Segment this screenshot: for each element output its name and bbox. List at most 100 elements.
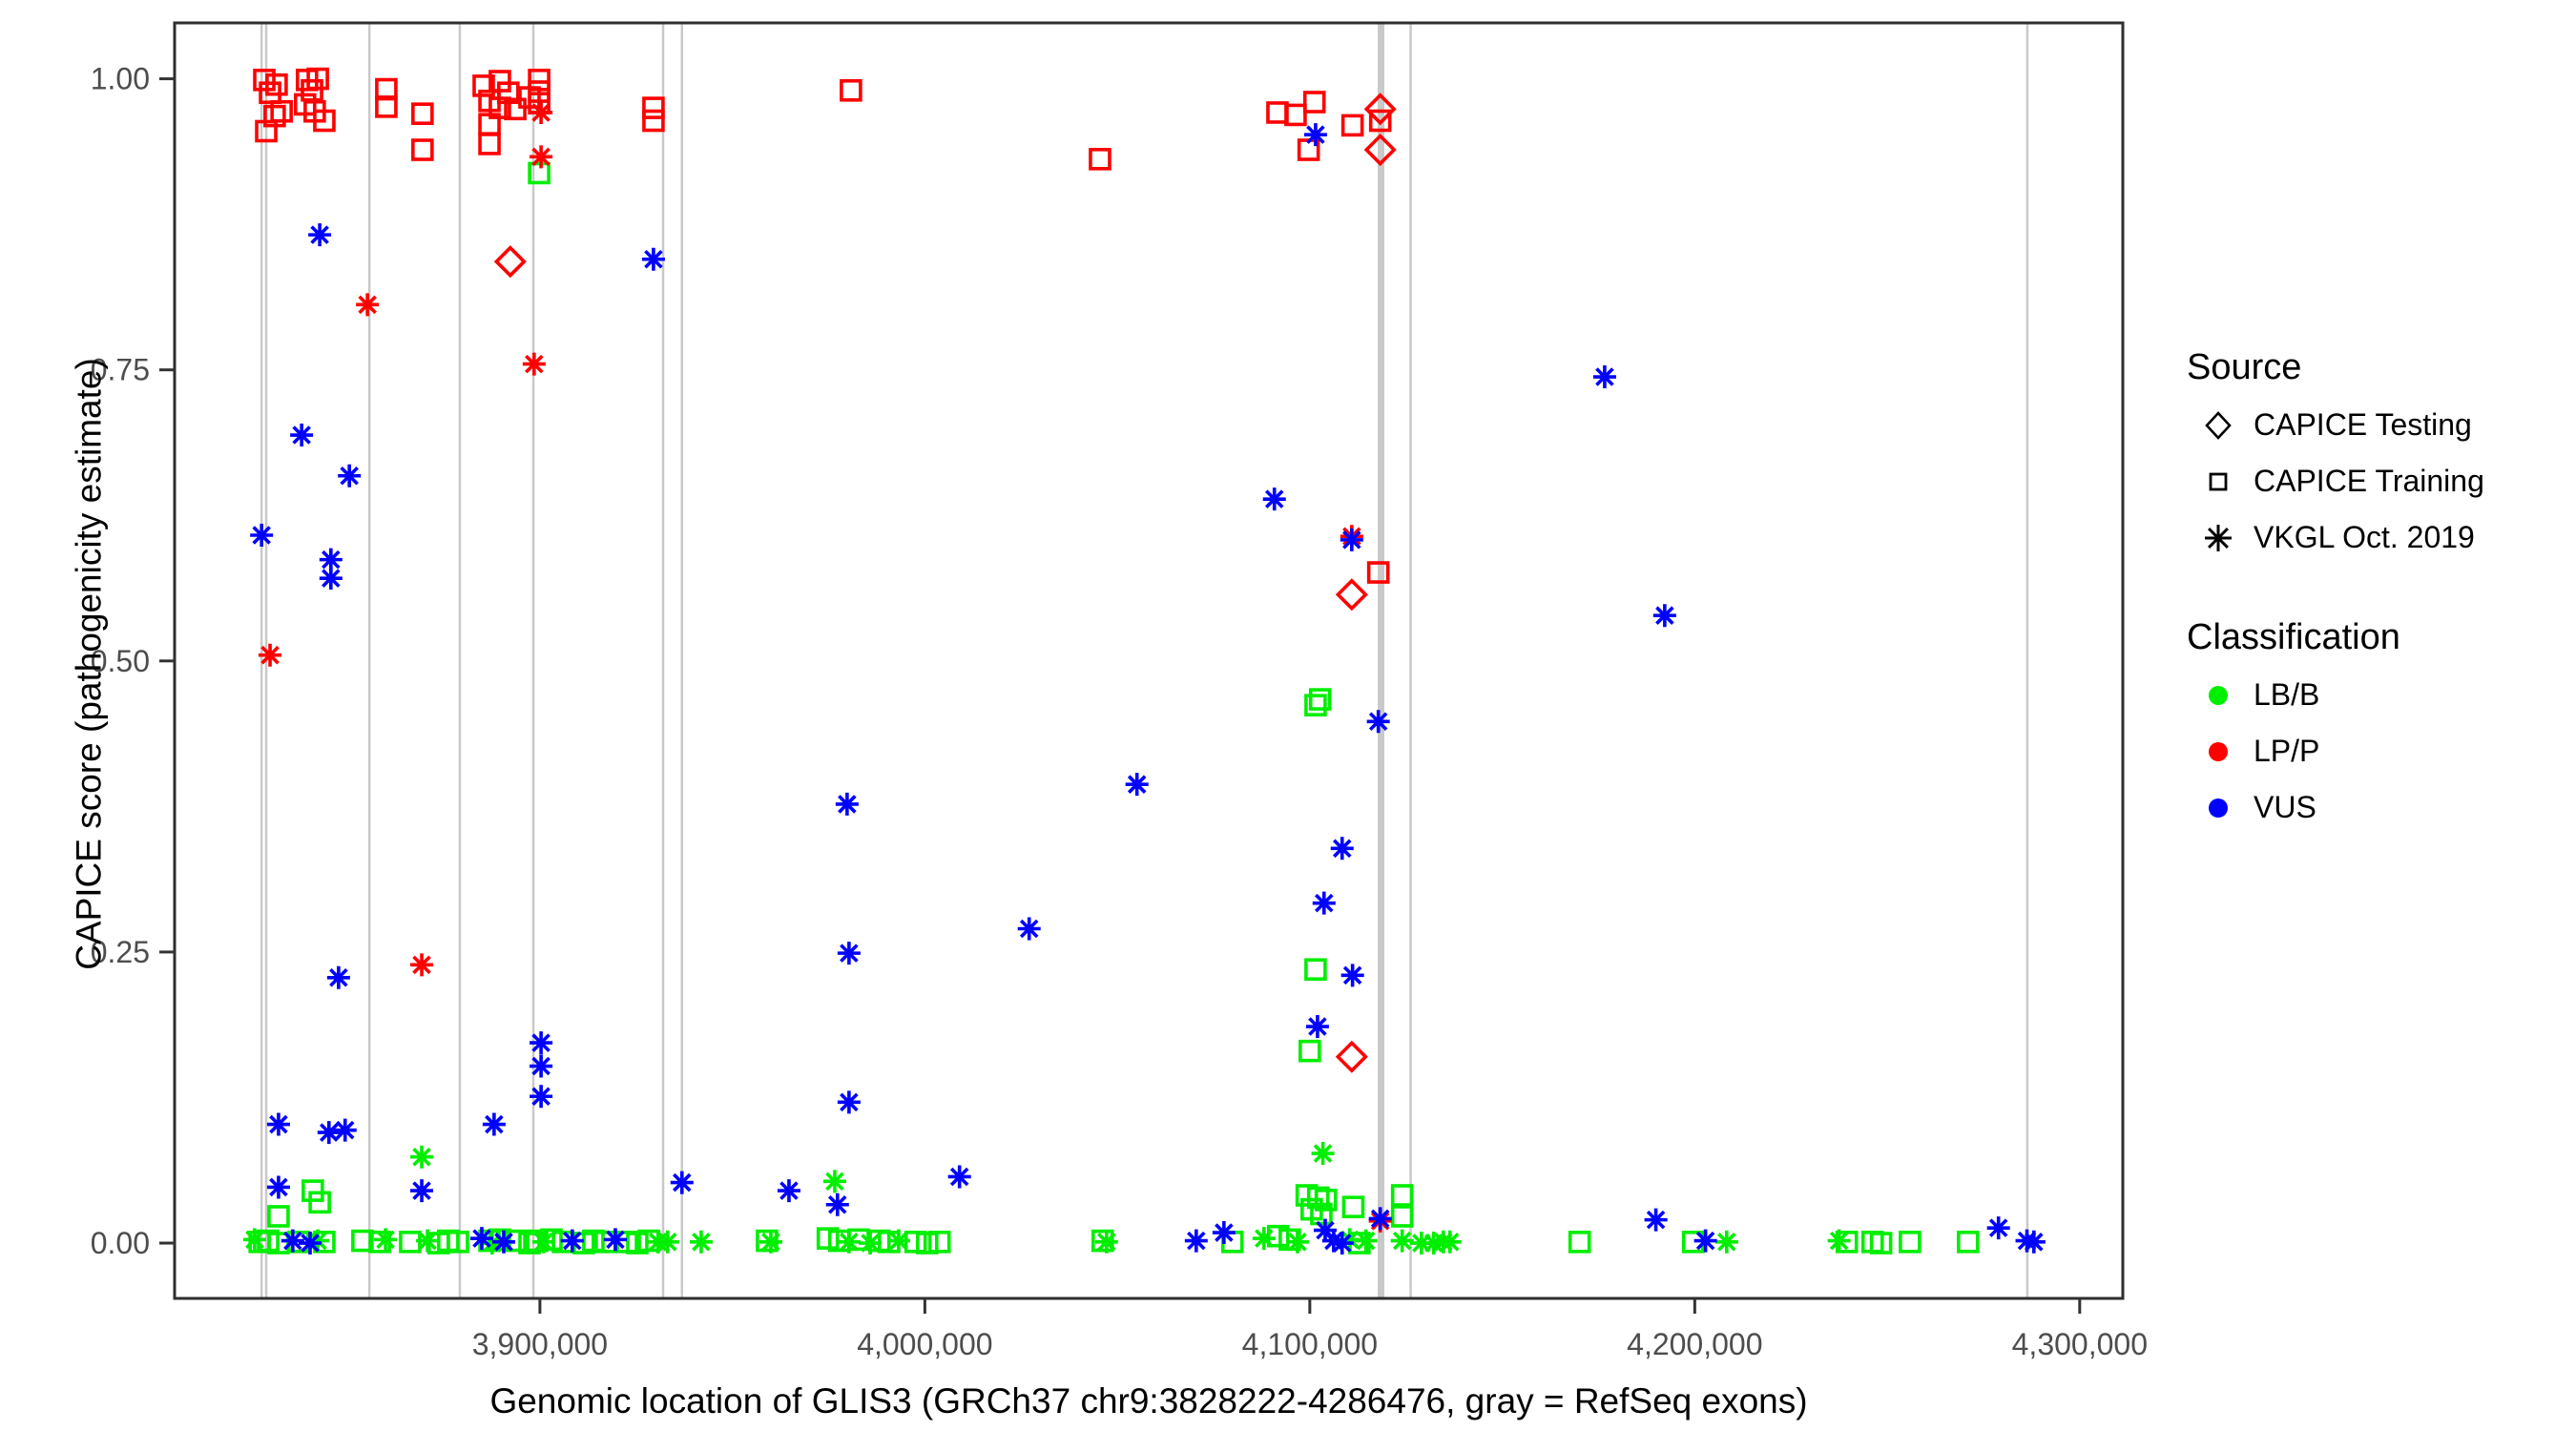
data-point bbox=[689, 1230, 713, 1254]
data-point bbox=[1302, 91, 1326, 114]
legend-item-capice-testing: CAPICE Testing bbox=[2187, 397, 2559, 453]
data-point bbox=[1390, 1205, 1414, 1228]
data-point bbox=[491, 1230, 515, 1254]
data-point bbox=[478, 133, 501, 156]
legend-source-items: CAPICE Testing CAPICE Training VKGL Oct.… bbox=[2187, 397, 2559, 566]
data-point bbox=[290, 424, 314, 447]
data-point bbox=[1321, 1229, 1345, 1253]
data-point bbox=[1303, 123, 1327, 147]
data-point bbox=[1330, 837, 1354, 861]
data-point bbox=[255, 119, 278, 143]
legend-item-capice-training: CAPICE Training bbox=[2187, 453, 2559, 509]
data-point bbox=[1340, 114, 1364, 137]
data-point bbox=[493, 245, 527, 279]
data-point bbox=[375, 95, 398, 118]
data-point bbox=[253, 69, 276, 92]
data-point bbox=[642, 109, 665, 133]
data-point bbox=[1363, 93, 1397, 126]
data-point bbox=[1568, 1231, 1591, 1254]
data-point bbox=[1390, 1184, 1414, 1207]
data-point bbox=[480, 1232, 504, 1255]
data-point bbox=[528, 69, 551, 92]
data-point bbox=[835, 792, 859, 816]
data-point bbox=[259, 81, 281, 105]
data-point bbox=[308, 1191, 331, 1214]
data-point bbox=[1835, 1231, 1859, 1254]
data-point bbox=[308, 223, 332, 247]
x-tick-label: 4,300,000 bbox=[2012, 1327, 2148, 1361]
legend-item-label: LP/P bbox=[2254, 734, 2320, 768]
data-point bbox=[1592, 365, 1616, 389]
data-points bbox=[242, 67, 2046, 1255]
data-point bbox=[582, 1229, 605, 1253]
data-point bbox=[1089, 147, 1111, 171]
data-point bbox=[1335, 1040, 1368, 1073]
data-point bbox=[410, 1145, 434, 1169]
data-point bbox=[482, 1112, 506, 1136]
data-point bbox=[1312, 891, 1336, 915]
data-point bbox=[1284, 103, 1307, 127]
data-point bbox=[1094, 1230, 1118, 1254]
data-point bbox=[904, 1231, 927, 1254]
data-point bbox=[840, 78, 862, 102]
data-point bbox=[1212, 1221, 1236, 1245]
data-point bbox=[313, 109, 336, 133]
data-point bbox=[472, 74, 495, 97]
data-point bbox=[469, 1227, 493, 1251]
y-tick-label: 0.00 bbox=[91, 1226, 150, 1260]
x-axis-title: Genomic location of GLIS3 (GRCh37 chr9:3… bbox=[489, 1381, 1808, 1421]
data-point bbox=[1827, 1229, 1851, 1253]
data-point bbox=[530, 1085, 553, 1109]
data-point bbox=[411, 102, 434, 125]
data-point bbox=[641, 247, 665, 271]
data-point bbox=[531, 1230, 555, 1254]
data-point bbox=[1311, 1142, 1335, 1166]
data-point bbox=[1266, 1224, 1290, 1248]
data-point bbox=[1341, 1195, 1365, 1218]
data-point bbox=[1986, 1216, 2010, 1240]
x-tick-label: 4,000,000 bbox=[857, 1327, 992, 1361]
asterisk-icon bbox=[2187, 519, 2250, 557]
legend-classification-items: LB/B LP/P VUS bbox=[2187, 667, 2559, 836]
data-point bbox=[1366, 710, 1390, 734]
legend-classification-title: Classification bbox=[2187, 617, 2400, 657]
data-point bbox=[1340, 528, 1363, 551]
data-point bbox=[777, 1179, 800, 1203]
data-point bbox=[338, 464, 362, 487]
legend: Source CAPICE Testing CAPICE Training bbox=[2187, 345, 2559, 836]
legend-item-vus: VUS bbox=[2187, 779, 2559, 836]
y-tick-label: 0.25 bbox=[91, 935, 150, 969]
data-point bbox=[1368, 1207, 1392, 1231]
data-point bbox=[530, 1031, 553, 1055]
y-tick-label: 1.00 bbox=[91, 62, 150, 96]
data-point bbox=[250, 523, 274, 547]
legend-item-label: CAPICE Training bbox=[2254, 464, 2484, 498]
data-point bbox=[1306, 1186, 1330, 1210]
legend-item-lpp: LP/P bbox=[2187, 723, 2559, 779]
green-dot-icon bbox=[2187, 685, 2250, 705]
red-dot-icon bbox=[2187, 741, 2250, 761]
data-point bbox=[947, 1165, 971, 1189]
legend-item-label: LB/B bbox=[2254, 677, 2320, 712]
x-tick-label: 4,100,000 bbox=[1242, 1327, 1378, 1361]
data-point bbox=[915, 1232, 939, 1255]
data-point bbox=[822, 1170, 846, 1193]
data-point bbox=[242, 1228, 266, 1252]
data-point bbox=[655, 1230, 679, 1254]
data-point bbox=[837, 942, 861, 965]
data-point bbox=[670, 1171, 694, 1194]
data-point bbox=[522, 352, 546, 376]
x-tick-label: 4,200,000 bbox=[1627, 1327, 1762, 1361]
data-point bbox=[528, 161, 551, 185]
data-point bbox=[1304, 694, 1327, 716]
data-point bbox=[1340, 964, 1364, 987]
legend-item-lbb: LB/B bbox=[2187, 667, 2559, 723]
square-icon bbox=[2187, 463, 2250, 501]
x-tick-label: 3,900,000 bbox=[472, 1327, 608, 1361]
data-point bbox=[259, 643, 282, 667]
data-point bbox=[758, 1230, 782, 1254]
data-point bbox=[326, 965, 350, 989]
data-point bbox=[299, 1232, 322, 1255]
